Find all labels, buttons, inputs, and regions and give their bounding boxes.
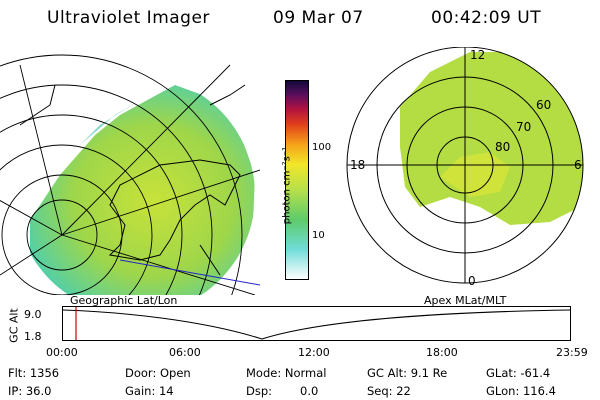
geo-latitude: GLat: -61.4: [486, 366, 551, 380]
lat-label-80: 80: [495, 140, 510, 154]
aurora-oval: [400, 52, 583, 225]
aurora-fill: [30, 85, 255, 295]
app-title: Ultraviolet Imager: [47, 8, 210, 28]
mlt-label-18: 18: [350, 158, 365, 172]
mlt-label-0: 0: [468, 274, 476, 288]
flight-number: Flt: 1356: [8, 366, 60, 380]
geographic-image: [0, 54, 260, 295]
time-tick-0600: 06:00: [169, 346, 201, 359]
dsp-label: Dsp:: [246, 384, 273, 398]
mlt-label-6: 6: [574, 158, 582, 172]
colorbar: [285, 80, 309, 280]
altitude-axis-label: GC Alt: [7, 308, 21, 343]
mode-value: Mode: Normal: [246, 366, 327, 380]
gc-altitude: GC Alt: 9.1 Re: [367, 366, 448, 380]
time-tick-1200: 12:00: [298, 346, 330, 359]
door-status: Door: Open: [125, 366, 191, 380]
geo-longitude: GLon: 116.4: [486, 384, 556, 398]
sequence-number: Seq: 22: [367, 384, 411, 398]
lat-label-60: 60: [536, 98, 551, 112]
colorbar-unit-label: photon cm⁻²s⁻¹: [281, 146, 293, 225]
date-label: 09 Mar 07: [273, 8, 364, 28]
time-tick-0000: 00:00: [46, 346, 78, 359]
altitude-tick-low: 1.8: [24, 330, 42, 343]
time-tick-2359: 23:59: [556, 346, 588, 359]
gain-value: Gain: 14: [125, 384, 174, 398]
mlt-polar-plot: 12 18 6 0 60 70 80: [346, 47, 584, 288]
time-tick-1800: 18:00: [426, 346, 458, 359]
dsp-value: 0.0: [300, 384, 319, 398]
altitude-strip: [62, 306, 571, 341]
altitude-tick-high: 9.0: [24, 308, 42, 321]
right-panel-label: Apex MLat/MLT: [424, 294, 507, 307]
colorbar-tick-100: 100: [312, 142, 332, 153]
colorbar-tick-10: 10: [312, 230, 325, 241]
lat-label-70: 70: [516, 120, 531, 134]
left-panel-label: Geographic Lat/Lon: [70, 294, 178, 307]
time-label: 00:42:09 UT: [431, 8, 542, 28]
ip-value: IP: 36.0: [8, 384, 52, 398]
mlt-label-12: 12: [470, 48, 485, 62]
